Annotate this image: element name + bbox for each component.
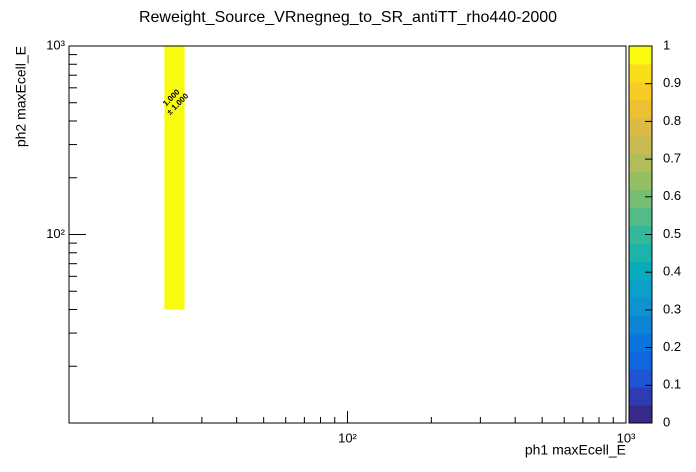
chart-title: Reweight_Source_VRnegneg_to_SR_antiTT_rh… (139, 9, 557, 26)
colorbar-band (629, 405, 652, 424)
colorbar-band (629, 153, 652, 173)
y-tick-label: 10² (46, 226, 65, 241)
x-axis-label: ph1 maxEcell_E (525, 442, 626, 458)
colorbar-tick-label: 0.3 (663, 301, 681, 316)
colorbar-tick-label: 0.2 (663, 339, 681, 354)
colorbar-band (629, 63, 652, 83)
colorbar-tick-label: 0.5 (663, 226, 681, 241)
colorbar-band (629, 279, 652, 298)
colorbar-band (629, 117, 652, 137)
y-axis-label: ph2 maxEcell_E (13, 46, 29, 147)
colorbar-band (629, 369, 652, 388)
colorbar-band (629, 81, 652, 101)
colorbar-band (629, 243, 652, 262)
colorbar-tick-label: 0.9 (663, 75, 681, 90)
colorbar-band (629, 207, 652, 227)
colorbar-tick-label: 0.1 (663, 377, 681, 392)
colorbar-band (629, 315, 652, 334)
colorbar-band (629, 46, 652, 65)
colorbar-band (629, 189, 652, 209)
colorbar-band (629, 387, 652, 406)
colorbar-band (629, 297, 652, 316)
colorbar-band (629, 99, 652, 119)
colorbar-band (629, 225, 652, 244)
colorbar-band (629, 135, 652, 155)
plot-frame (68, 45, 627, 424)
colorbar-tick-label: 0.4 (663, 264, 681, 279)
colorbar-tick-label: 0.8 (663, 113, 681, 128)
colorbar-band (629, 171, 652, 191)
y-tick-label: 10³ (46, 37, 65, 52)
colorbar-tick-label: 0.7 (663, 151, 681, 166)
x-tick-label: 10³ (617, 430, 636, 445)
colorbar-tick-label: 0 (663, 414, 670, 429)
colorbar-band (629, 351, 652, 370)
x-tick-label: 10² (338, 430, 357, 445)
colorbar-tick-label: 1 (663, 37, 670, 52)
colorbar-band (629, 261, 652, 280)
colorbar-band (629, 333, 652, 352)
colorbar-tick-label: 0.6 (663, 188, 681, 203)
cell-value-label: 1.000± 1.000 (159, 85, 191, 117)
heatmap-cell (164, 46, 185, 310)
